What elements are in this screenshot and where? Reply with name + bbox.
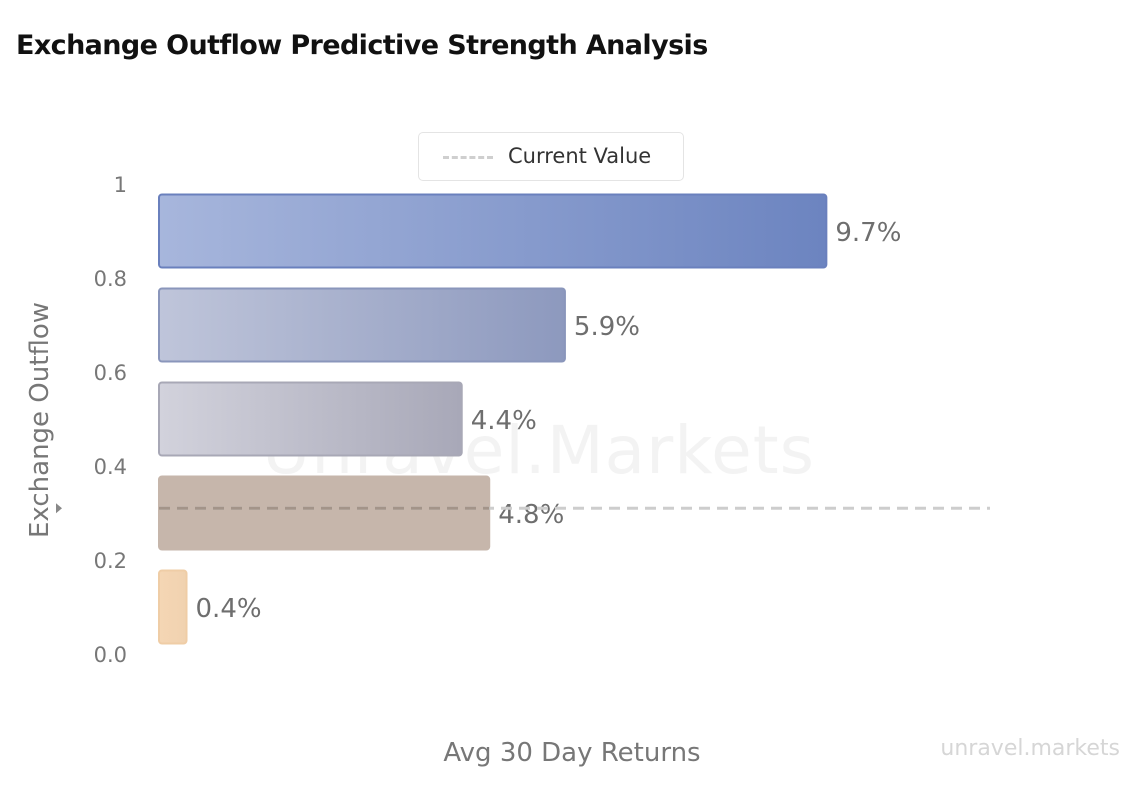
bar-value-label: 4.4% [471,406,537,436]
x-axis-label: Avg 30 Day Returns [443,738,701,768]
y-tick-label: 0.8 [94,267,127,291]
y-tick-label: 0.6 [94,361,127,385]
bar [158,569,188,645]
chart-legend[interactable]: Current Value [418,132,684,181]
current-value-marker-icon [56,503,62,514]
bar-value-label: 4.8% [498,500,564,530]
y-tick-label: 1 [114,173,127,197]
y-tick-label: 0.4 [94,455,127,479]
bar [158,475,491,551]
bar [158,381,463,457]
y-tick-label: 0.0 [94,643,127,667]
legend-label-current-value: Current Value [508,144,652,168]
chart-title: Exchange Outflow Predictive Strength Ana… [16,30,708,61]
bar [158,287,566,363]
brand-watermark: unravel.markets [940,736,1120,761]
y-tick-label: 0.2 [94,549,127,573]
legend-dashed-line-icon [443,156,493,159]
bar-value-label: 0.4% [196,594,262,624]
bar [158,193,828,269]
bar-value-label: 5.9% [574,312,640,342]
bar-value-label: 9.7% [835,218,901,248]
y-axis-label: Exchange Outflow [25,302,55,538]
